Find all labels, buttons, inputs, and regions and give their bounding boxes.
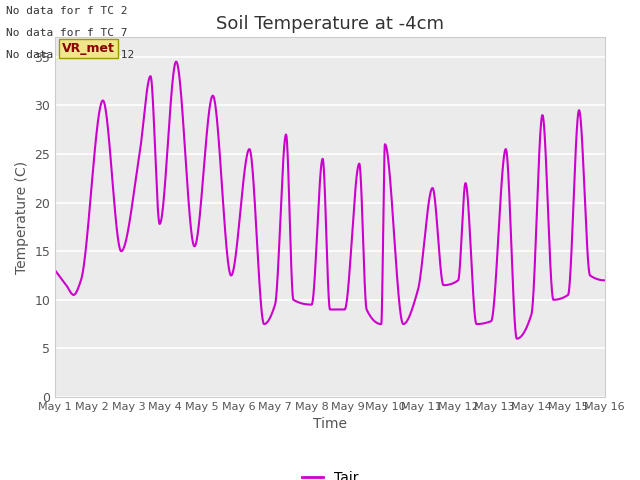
Legend: Tair: Tair bbox=[296, 466, 364, 480]
Title: Soil Temperature at -4cm: Soil Temperature at -4cm bbox=[216, 15, 444, 33]
Y-axis label: Temperature (C): Temperature (C) bbox=[15, 161, 29, 274]
Text: No data for f TC 12: No data for f TC 12 bbox=[6, 49, 134, 60]
X-axis label: Time: Time bbox=[313, 418, 347, 432]
Text: No data for f TC 2: No data for f TC 2 bbox=[6, 6, 128, 16]
Text: VR_met: VR_met bbox=[61, 42, 115, 55]
Text: No data for f TC 7: No data for f TC 7 bbox=[6, 28, 128, 38]
